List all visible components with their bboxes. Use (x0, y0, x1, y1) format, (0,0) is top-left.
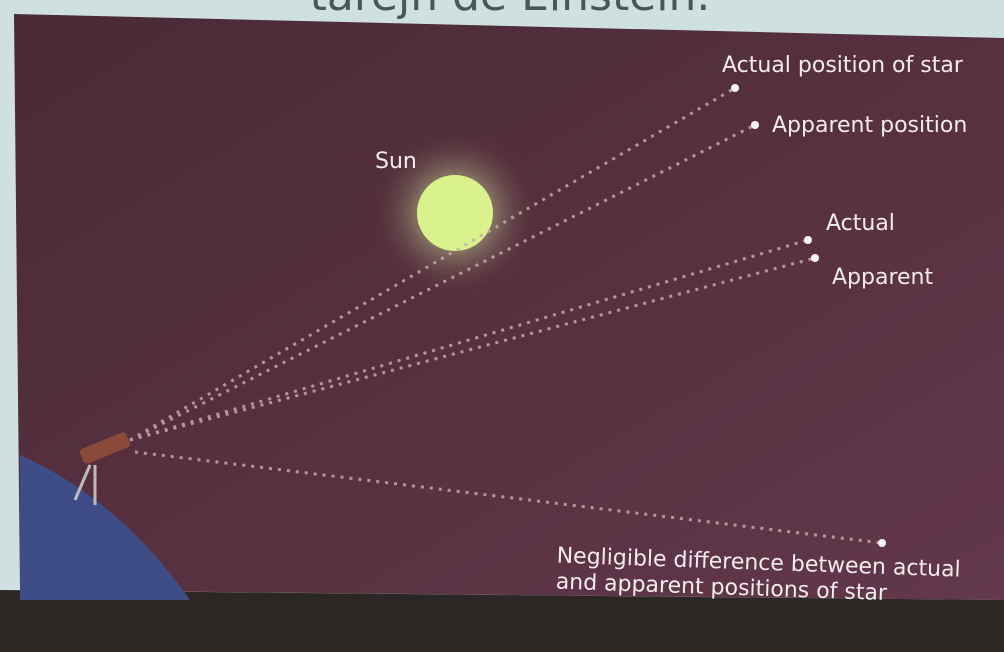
slide (14, 14, 1004, 600)
star-label: Actual position of star (722, 53, 964, 78)
star (804, 236, 812, 244)
sun-label: Sun (375, 149, 417, 174)
sun (417, 175, 493, 251)
star-label: Apparent (832, 265, 934, 290)
star (811, 254, 819, 262)
star (731, 84, 739, 92)
slide-title: tarejn de Einstein. (310, 0, 711, 21)
star (878, 539, 886, 547)
star-label: Apparent position (772, 113, 967, 138)
star (751, 121, 759, 129)
star-label: Actual (826, 211, 895, 236)
photo: tarejn de Einstein. Sun Actual position … (0, 0, 1004, 652)
